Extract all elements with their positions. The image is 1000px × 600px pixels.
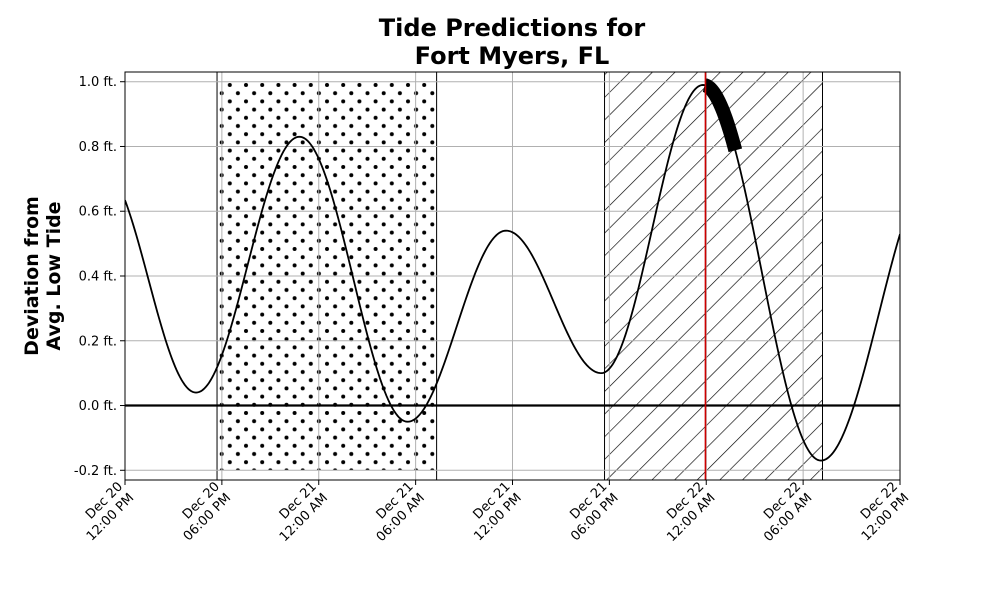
y-tick-label-5: 0.8 ft. — [79, 140, 117, 155]
chart-title-line-2: Fort Myers, FL — [415, 42, 610, 70]
y-tick-label-1: 0.0 ft. — [79, 399, 117, 414]
tide-highlight-segment — [702, 78, 743, 153]
y-tick-label-0: -0.2 ft. — [74, 464, 117, 479]
y-tick-label-6: 1.0 ft. — [79, 75, 117, 90]
y-axis-label: Deviation from Avg. Low Tide — [21, 196, 65, 356]
y-tick-label-3: 0.4 ft. — [79, 270, 117, 285]
y-axis-ticks: -0.2 ft. 0.0 ft. 0.2 ft. 0.4 ft. 0.6 ft. 0.8 … — [74, 75, 125, 479]
tide-series — [125, 78, 900, 462]
y-axis-label-line-1: Deviation from — [21, 196, 43, 356]
y-tick-label-2: 0.2 ft. — [79, 334, 117, 349]
y-tick-label-4: 0.6 ft. — [79, 205, 117, 220]
chart-title-line-1: Tide Predictions for — [379, 14, 646, 42]
tide-line — [125, 84, 900, 462]
y-axis-label-line-2: Avg. Low Tide — [43, 201, 65, 350]
